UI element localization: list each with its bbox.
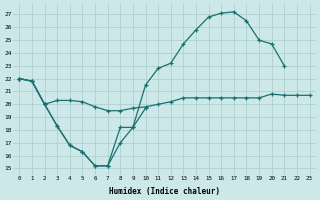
X-axis label: Humidex (Indice chaleur): Humidex (Indice chaleur) — [109, 187, 220, 196]
